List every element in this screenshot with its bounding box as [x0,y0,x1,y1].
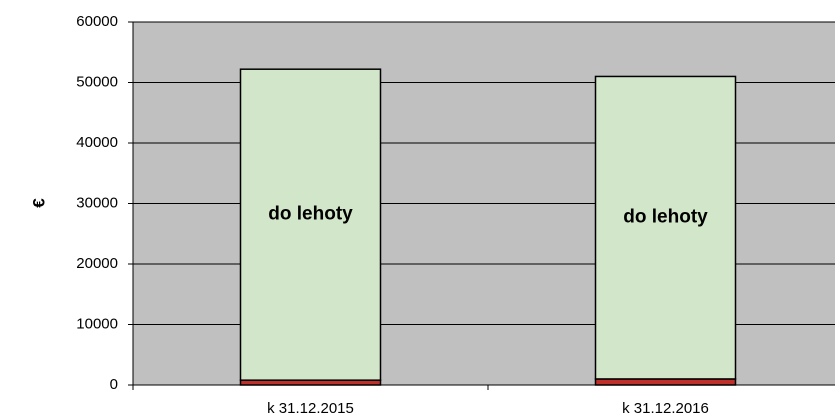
bar-segment [594,378,737,386]
y-tick-label: 60000 [76,13,118,30]
y-tick-label: 50000 [76,73,118,90]
y-tick-label: 0 [110,376,118,393]
bar-segment [239,68,382,381]
segment-label: do lehoty [268,204,353,225]
y-tick-label: 20000 [76,255,118,272]
y-tick-label: 40000 [76,134,118,151]
segment-label: do lehoty [623,207,708,228]
x-tick-label: k 31.12.2016 [622,400,709,417]
x-tick-label: k 31.12.2015 [267,400,354,417]
y-tick-label: 30000 [76,194,118,211]
bar-segment [594,75,737,380]
y-tick-label: 10000 [76,315,118,332]
y-axis-label: € [29,198,48,208]
